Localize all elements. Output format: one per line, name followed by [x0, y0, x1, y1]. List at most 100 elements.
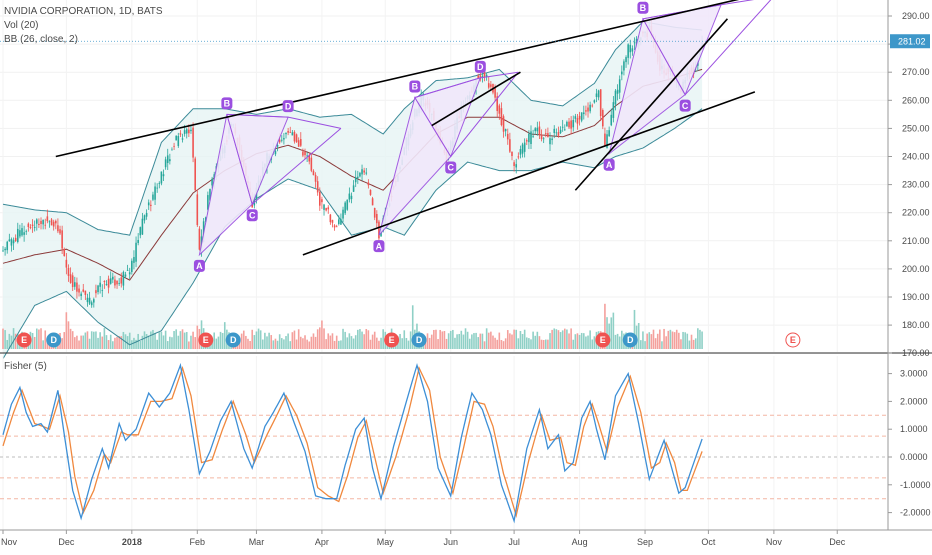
pattern-point-marker[interactable]	[445, 161, 457, 174]
volume-legend: Vol (20)	[4, 20, 39, 31]
candle-body	[316, 181, 319, 193]
volume-bar	[217, 336, 220, 349]
trendline[interactable]	[574, 18, 729, 191]
volume-bar	[333, 340, 336, 349]
pattern-point-marker[interactable]	[474, 60, 486, 73]
trendline[interactable]	[302, 91, 756, 256]
price-pane[interactable]: ABCDABCDABCDEDEDEDEDE	[0, 0, 888, 360]
candle-body	[373, 207, 376, 218]
earnings-event-marker[interactable]: E	[595, 332, 611, 348]
volume-bar	[496, 339, 499, 349]
volume-bar	[112, 341, 114, 349]
volume-bar	[135, 339, 137, 349]
dividend-event-marker[interactable]: D	[225, 332, 241, 348]
volume-bar	[506, 330, 509, 349]
candle-body	[33, 226, 36, 228]
volume-bar	[342, 328, 344, 349]
candle-body	[597, 90, 600, 98]
candle-body	[114, 279, 116, 286]
pattern-point-marker[interactable]	[246, 209, 258, 222]
fisher-legend: Fisher (5)	[4, 360, 47, 374]
pattern-point-marker[interactable]	[193, 259, 205, 272]
candle-body	[515, 164, 518, 168]
volume-bar	[160, 331, 163, 349]
candle-body	[14, 237, 17, 241]
candle-body	[376, 213, 378, 224]
candle-body	[500, 108, 503, 126]
volume-bar	[519, 331, 522, 349]
pattern-point-marker[interactable]	[409, 80, 421, 93]
event-label: D	[627, 335, 634, 345]
volume-bar	[369, 339, 372, 349]
candle-body	[583, 112, 585, 115]
candle-body	[204, 217, 207, 222]
volume-bar	[437, 339, 439, 349]
candle-body	[587, 107, 589, 112]
dividend-event-marker[interactable]: D	[46, 332, 62, 348]
price-axis-label: 230.00	[902, 180, 930, 190]
candle-body	[369, 189, 372, 195]
last-price-tag: 281.02	[890, 34, 930, 49]
candle-body	[25, 230, 28, 232]
volume-bar	[544, 339, 547, 349]
candle-body	[23, 232, 25, 235]
candle-body	[52, 221, 55, 227]
pattern-point-marker[interactable]	[373, 240, 385, 253]
candle-body	[122, 271, 125, 286]
volume-bar	[188, 341, 190, 349]
volume-bar	[593, 336, 596, 349]
fisher-pane[interactable]	[0, 352, 932, 530]
volume-bar	[656, 333, 659, 349]
dividend-event-marker[interactable]: D	[622, 332, 638, 348]
volume-bar	[86, 331, 89, 349]
earnings-event-marker[interactable]: E	[16, 332, 32, 348]
volume-bar	[621, 330, 623, 349]
event-label: E	[203, 335, 209, 345]
trendline[interactable]	[431, 71, 521, 127]
volume-bar	[131, 340, 133, 349]
pattern-point-marker[interactable]	[679, 99, 691, 112]
volume-bar	[433, 329, 435, 349]
candle-body	[21, 228, 23, 236]
candle-body	[65, 259, 68, 268]
volume-bar	[380, 337, 382, 349]
volume-bar	[278, 334, 281, 349]
volume-bar	[373, 331, 376, 349]
volume-bar	[642, 331, 644, 349]
volume-bar	[76, 335, 78, 349]
volume-bar	[604, 303, 606, 349]
volume-bar	[158, 332, 161, 349]
candle-body	[82, 289, 85, 292]
earnings-event-marker[interactable]: E	[198, 332, 214, 348]
pattern-point-marker[interactable]	[603, 158, 615, 171]
candle-body	[509, 139, 511, 152]
candle-body	[540, 134, 543, 140]
volume-bar	[33, 336, 36, 349]
volume-bar	[147, 335, 150, 349]
volume-bar	[213, 332, 215, 349]
trendline[interactable]	[55, 0, 776, 158]
candle-body	[99, 282, 101, 287]
volume-bar	[447, 333, 450, 349]
volume-bar	[99, 332, 101, 349]
volume-bar	[299, 336, 302, 349]
event-circle	[384, 332, 400, 348]
candle-body	[74, 282, 76, 287]
earnings-event-marker[interactable]: E	[384, 332, 400, 348]
candle-body	[101, 290, 104, 291]
candle-body	[124, 274, 127, 277]
pattern-point-marker[interactable]	[282, 100, 294, 113]
volume-bar	[460, 330, 463, 349]
volume-bar	[357, 329, 359, 349]
bollinger-basis-line	[2, 68, 703, 281]
time-axis-label: Dec	[58, 537, 75, 547]
earnings-event-marker[interactable]: E	[785, 332, 801, 348]
dividend-event-marker[interactable]: D	[411, 332, 427, 348]
pattern-point-marker[interactable]	[637, 1, 649, 14]
pattern-point-marker[interactable]	[221, 97, 233, 110]
volume-bar	[367, 330, 370, 349]
volume-bar	[382, 329, 384, 349]
harmonic-pattern-extension	[251, 128, 342, 205]
